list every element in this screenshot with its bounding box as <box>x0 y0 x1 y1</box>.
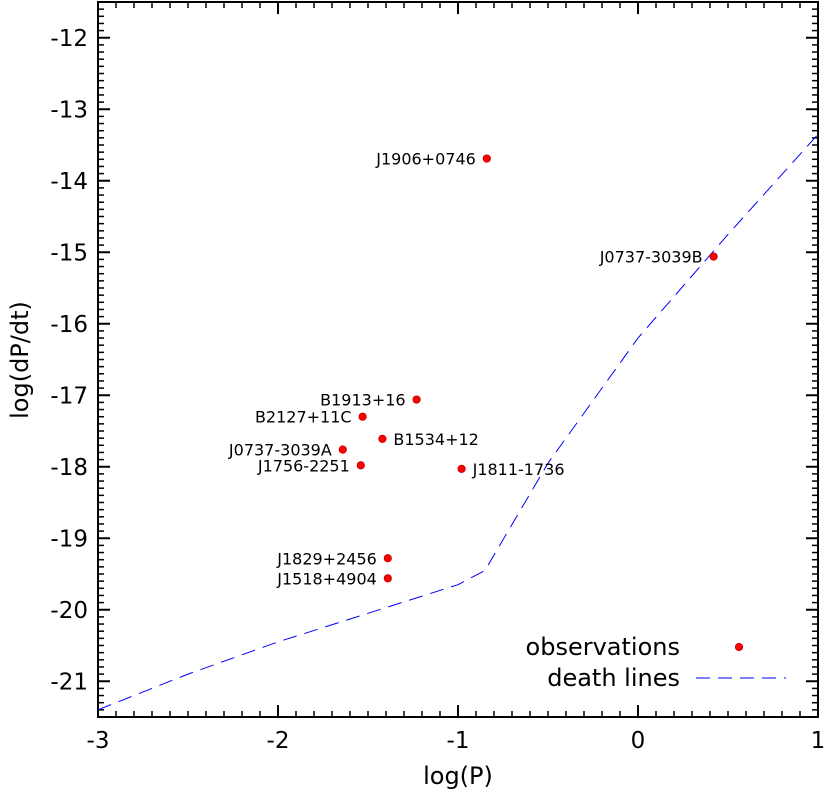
point-label: J1829+2456 <box>276 549 377 568</box>
point-label: J1811-1736 <box>472 460 565 479</box>
y-tick-label: -12 <box>50 26 88 52</box>
point-label: B1534+12 <box>393 430 478 449</box>
y-tick-label: -16 <box>50 312 88 338</box>
point-label: J1756-2251 <box>257 456 350 475</box>
x-tick-label: 0 <box>631 728 646 754</box>
death-line <box>97 133 819 711</box>
point-label: B2127+11C <box>255 408 352 427</box>
x-tick-label: 1 <box>811 728 826 754</box>
x-tick-label: -3 <box>87 728 110 754</box>
point-label: J0737-3039B <box>599 248 703 267</box>
x-axis-label: log(P) <box>423 762 493 790</box>
observation-point <box>356 461 365 470</box>
observation-point <box>412 395 421 404</box>
y-axis: -12 -13 -14 -15 -16 -17 -18 -19 -20 -21 <box>50 1 818 718</box>
legend-label-observations: observations <box>526 633 680 661</box>
y-tick-label: -15 <box>50 240 88 266</box>
point-label: J0737-3039A <box>228 441 332 460</box>
y-tick-label: -21 <box>50 669 88 695</box>
y-tick-label: -14 <box>50 169 88 195</box>
observation-point <box>383 554 392 563</box>
death-line-group <box>97 133 819 711</box>
x-axis: -3 -2 -1 0 1 <box>87 2 826 754</box>
point-label: J1518+4904 <box>276 569 377 588</box>
x-tick-label: -1 <box>447 728 470 754</box>
y-tick-label: -17 <box>50 383 88 409</box>
legend-label-death-lines: death lines <box>547 664 680 692</box>
legend-marker-observations <box>734 642 744 652</box>
y-tick-label: -18 <box>50 455 88 481</box>
y-tick-label: -13 <box>50 97 88 123</box>
legend: observations death lines <box>526 633 786 692</box>
y-tick-label: -19 <box>50 526 88 552</box>
observation-point <box>378 434 387 443</box>
y-tick-label: -20 <box>50 598 88 624</box>
observation-point <box>709 252 718 261</box>
x-tick-label: -2 <box>267 728 290 754</box>
plot-frame <box>97 1 819 718</box>
observation-point <box>383 574 392 583</box>
observation-point <box>457 464 466 473</box>
observation-point <box>482 154 491 163</box>
observation-point <box>358 412 367 421</box>
point-label: B1913+16 <box>320 391 405 410</box>
point-label: J1906+0746 <box>375 150 476 169</box>
observation-point <box>338 445 347 454</box>
y-axis-label: log(dP/dt) <box>6 301 34 419</box>
